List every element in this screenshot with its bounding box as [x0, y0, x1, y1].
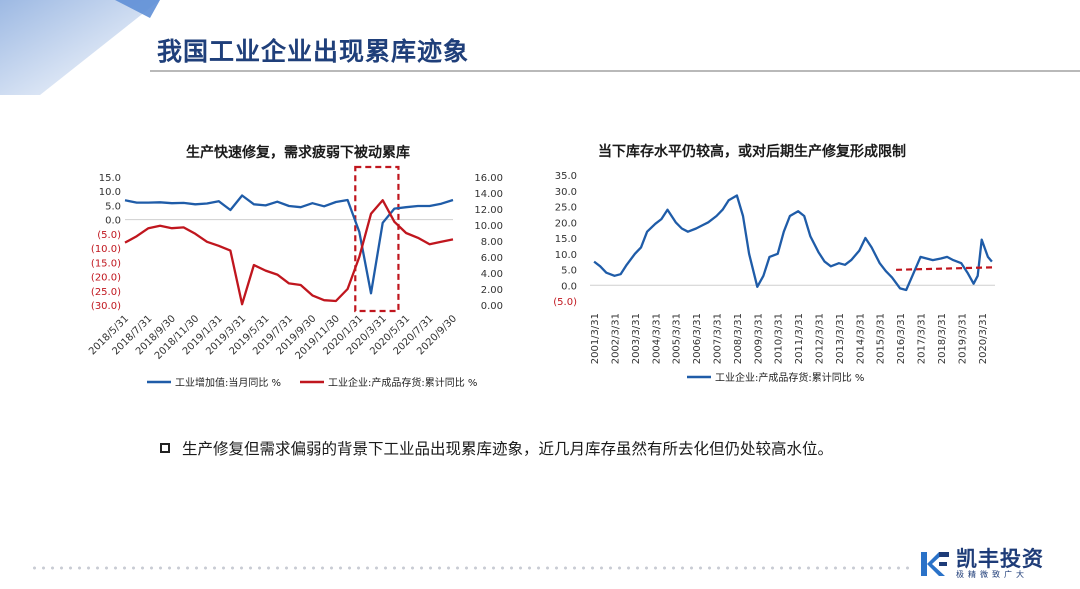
bullet-square-icon — [160, 443, 170, 453]
y-left-tick-label: (5.0) — [97, 230, 121, 241]
x-tick-label: 2001/3/31 — [590, 313, 601, 364]
y-left-tick-label: (25.0) — [91, 287, 121, 298]
left-chart: 15.0 10.0 5.0 0.0 (5.0) (10.0) (15.0) (20.0) (25… — [87, 165, 503, 389]
page-title: 我国工业企业出现累库迹象 — [157, 37, 470, 66]
y-left-tick-label: 10.0 — [99, 187, 121, 198]
right-chart: 35.0 30.0 25.0 20.0 15.0 10.0 5.0 0.0 (5.0) 2001/… — [553, 171, 996, 384]
bullet-point: 生产修复但需求偏弱的背景下工业品出现累库迹象，近几月库存虽然有所去化但仍处较高水… — [160, 437, 833, 459]
x-tick-label: 2002/3/31 — [611, 313, 622, 364]
y-tick-label: 0.0 — [561, 281, 577, 292]
x-tick-label: 2013/3/31 — [835, 313, 846, 364]
y-left-tick-label: (10.0) — [91, 244, 121, 255]
company-logo: 凯丰投资 极精微致广大 — [920, 548, 1044, 580]
y-left-tick-label: 15.0 — [99, 173, 121, 184]
logo-slogan: 极精微致广大 — [956, 570, 1028, 579]
legend-label-red: 工业企业:产成品存货:累计同比 % — [328, 376, 477, 389]
y-left-tick-label: 5.0 — [105, 201, 121, 212]
y-tick-label: (5.0) — [553, 297, 577, 308]
x-tick-label: 2006/3/31 — [692, 313, 703, 364]
x-tick-label: 2014/3/31 — [855, 313, 866, 364]
y-tick-label: 25.0 — [555, 203, 577, 214]
y-right-tick-label: 10.00 — [474, 221, 503, 232]
y-right-tick-label: 0.00 — [481, 301, 503, 312]
highlight-box — [354, 165, 400, 313]
logo-name: 凯丰投资 — [956, 547, 1044, 571]
y-tick-label: 30.0 — [555, 187, 577, 198]
legend-label-blue: 工业增加值:当月同比 % — [175, 376, 281, 389]
x-tick-label: 2016/3/31 — [896, 313, 907, 364]
y-right-tick-label: 4.00 — [481, 269, 503, 280]
x-tick-label: 2020/3/31 — [978, 313, 989, 364]
y-tick-label: 35.0 — [555, 171, 577, 182]
y-tick-label: 10.0 — [555, 250, 577, 261]
y-right-tick-label: 14.00 — [474, 189, 503, 200]
y-tick-label: 5.0 — [561, 266, 577, 277]
y-right-tick-label: 2.00 — [481, 285, 503, 296]
x-tick-label: 2008/3/31 — [733, 313, 744, 364]
right-chart-title: 当下库存水平仍较高，或对后期生产修复形成限制 — [598, 144, 906, 160]
y-right-tick-label: 8.00 — [481, 237, 503, 248]
x-tick-label: 2011/3/31 — [794, 313, 805, 364]
y-left-tick-label: (15.0) — [91, 258, 121, 269]
left-chart-title: 生产快速修复，需求疲弱下被动累库 — [186, 145, 410, 161]
x-tick-label: 2017/3/31 — [917, 313, 928, 364]
y-right-tick-label: 12.00 — [474, 205, 503, 216]
x-tick-label: 2018/3/31 — [937, 313, 948, 364]
bullet-text: 生产修复但需求偏弱的背景下工业品出现累库迹象，近几月库存虽然有所去化但仍处较高水… — [182, 440, 834, 458]
series-line-red — [124, 199, 454, 306]
x-tick-label: 2015/3/31 — [876, 313, 887, 364]
y-tick-label: 15.0 — [555, 234, 577, 245]
y-right-tick-label: 6.00 — [481, 253, 503, 264]
x-tick-label: 2019/3/31 — [957, 313, 968, 364]
y-left-tick-label: (20.0) — [91, 273, 121, 284]
y-right-tick-label: 16.00 — [474, 173, 503, 184]
legend-label-blue: 工业企业:产成品存货:累计同比 % — [715, 371, 864, 384]
y-tick-label: 20.0 — [555, 218, 577, 229]
x-tick-label: 2004/3/31 — [651, 313, 662, 364]
logo-kf-icon — [921, 552, 949, 576]
trend-line-dashed — [896, 266, 996, 271]
corner-decoration — [0, 0, 160, 95]
title-divider — [150, 70, 1080, 72]
x-tick-label: 2003/3/31 — [631, 313, 642, 364]
x-tick-label: 2010/3/31 — [774, 313, 785, 364]
series-line-blue — [593, 194, 993, 292]
x-tick-label: 2007/3/31 — [713, 313, 724, 364]
x-tick-label: 2009/3/31 — [753, 313, 764, 364]
x-tick-label: 2005/3/31 — [672, 313, 683, 364]
series-line-blue — [124, 194, 454, 295]
x-tick-label: 2012/3/31 — [815, 313, 826, 364]
y-left-tick-label: (30.0) — [91, 301, 121, 312]
footer-dotted-line — [30, 566, 910, 570]
y-left-tick-label: 0.0 — [105, 216, 121, 227]
